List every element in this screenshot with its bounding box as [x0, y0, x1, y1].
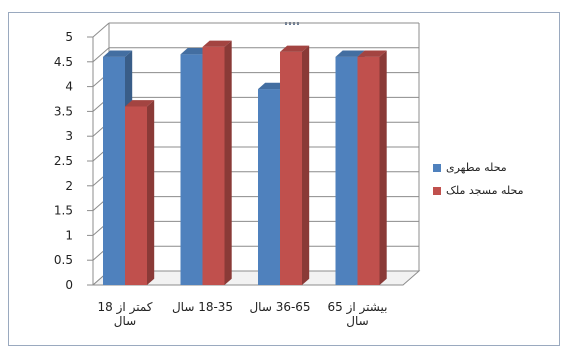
bar-side	[379, 50, 387, 285]
bar	[280, 51, 302, 285]
x-tick-label: 36-65 سال	[249, 300, 310, 314]
legend: محله مطهری محله مسجد ملک	[433, 161, 561, 207]
y-tick-label: 0.5	[54, 253, 73, 267]
y-tick-label: 1.5	[54, 204, 73, 218]
y-tick-label: 4.5	[54, 55, 73, 69]
legend-item: محله مسجد ملک	[433, 184, 561, 197]
bar-top	[335, 50, 365, 57]
bar	[180, 54, 203, 285]
bar	[258, 89, 280, 285]
y-tick-label: 5	[65, 30, 73, 44]
bar-side	[147, 100, 155, 285]
y-tick-label: 4	[65, 80, 73, 94]
chart-area[interactable]: 0 0.5 1 1.5 2 2.5 3 3.5 4 4.5 5 کمتر از 18 سال 18-35 …	[8, 12, 560, 346]
bar	[125, 106, 147, 285]
y-tick-label: 2	[65, 179, 73, 193]
bar-side	[224, 40, 232, 286]
bar	[357, 56, 380, 286]
bar-top	[202, 40, 232, 47]
x-tick-label: سال	[346, 314, 368, 328]
legend-label: محله مطهری	[446, 161, 507, 174]
legend-swatch	[433, 163, 441, 172]
bar	[335, 56, 358, 286]
y-tick-label: 2.5	[54, 154, 73, 168]
x-tick-label: 18-35 سال	[172, 300, 233, 314]
legend-item: محله مطهری	[433, 161, 561, 174]
bar	[103, 56, 125, 286]
gridline-side	[92, 22, 110, 38]
x-tick-label: کمتر از 18	[98, 300, 153, 315]
bar-side	[302, 45, 310, 285]
bar-top	[280, 45, 310, 52]
x-tick-label: سال	[114, 314, 136, 328]
y-tick-label: 0	[65, 278, 73, 292]
y-tick-label: 1	[65, 228, 73, 242]
bar	[202, 46, 225, 285]
y-tick-label: 3	[65, 129, 73, 143]
x-tick-label: بیشتر از 65	[328, 300, 388, 315]
legend-label: محله مسجد ملک	[446, 184, 524, 197]
bar-top	[258, 82, 288, 90]
bar-top	[180, 48, 210, 55]
bar-top	[103, 50, 133, 57]
bar-top	[357, 50, 387, 57]
gridline-side	[92, 47, 110, 63]
legend-swatch	[433, 186, 441, 195]
y-tick-label: 3.5	[54, 104, 73, 118]
bar-top	[125, 100, 155, 107]
